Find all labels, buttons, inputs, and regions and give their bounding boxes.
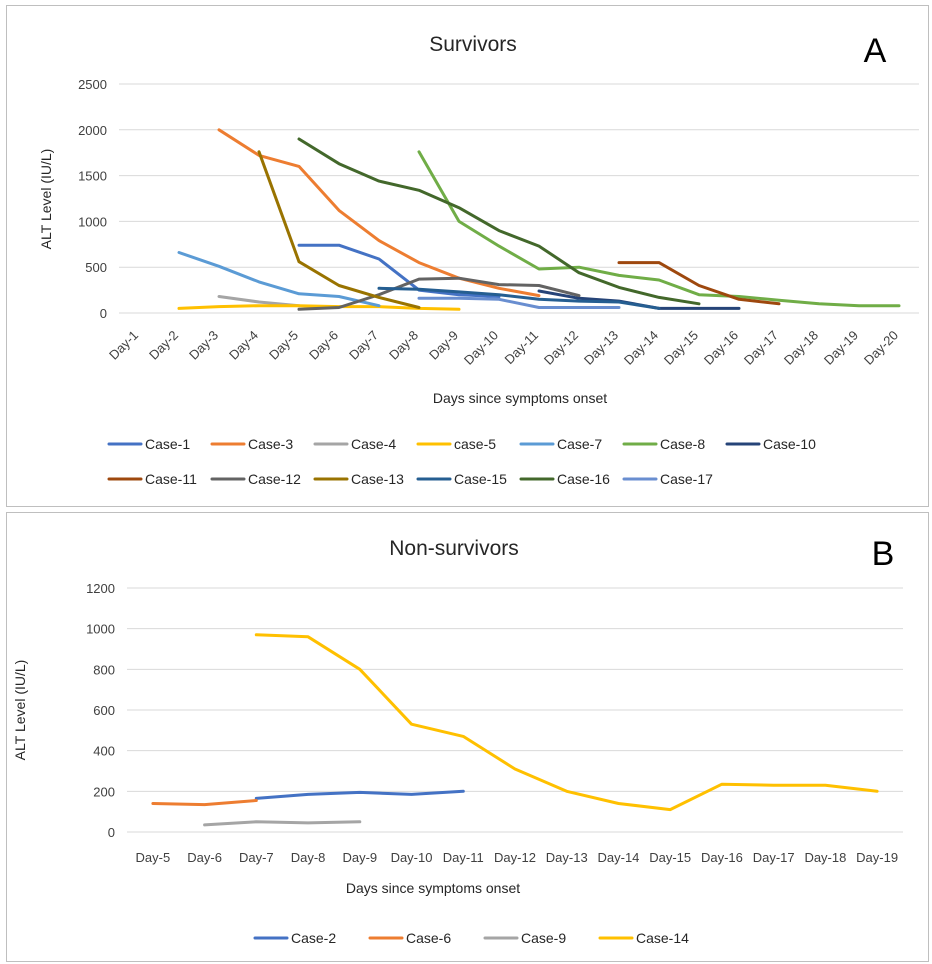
x-tick-label: Day-6 bbox=[187, 850, 222, 865]
series-line-case-2 bbox=[254, 789, 465, 800]
series-line-case-11 bbox=[617, 261, 781, 306]
x-tick-label: Day-5 bbox=[136, 850, 171, 865]
x-tick-label: Day-3 bbox=[186, 328, 221, 363]
x-tick-label: Day-9 bbox=[426, 328, 461, 363]
series-line-case-13 bbox=[257, 150, 421, 309]
x-axis-label: Days since symptoms onset bbox=[433, 390, 607, 406]
x-tick-label: Day-18 bbox=[804, 850, 846, 865]
x-tick-label: Day-2 bbox=[146, 328, 181, 363]
chart-title: Survivors bbox=[429, 33, 517, 56]
y-tick-label: 1000 bbox=[78, 214, 107, 229]
legend-label: Case-17 bbox=[660, 471, 713, 487]
y-tick-label: 400 bbox=[93, 744, 115, 759]
legend-label: Case-3 bbox=[248, 436, 293, 452]
legend-label: Case-15 bbox=[454, 471, 507, 487]
legend-label: Case-2 bbox=[291, 930, 336, 946]
series-line-case-16 bbox=[297, 137, 701, 306]
x-tick-label: Day-16 bbox=[701, 850, 743, 865]
x-tick-label: Day-11 bbox=[443, 850, 484, 865]
legend-label: Case-8 bbox=[660, 436, 705, 452]
legend-label: Case-16 bbox=[557, 471, 610, 487]
x-tick-label: Day-7 bbox=[346, 328, 381, 363]
y-tick-label: 200 bbox=[93, 784, 115, 799]
panel-letter: B bbox=[872, 535, 895, 573]
x-tick-label: Day-12 bbox=[541, 328, 581, 368]
x-tick-label: Day-16 bbox=[701, 328, 741, 368]
x-tick-label: Day-10 bbox=[461, 328, 501, 368]
panel-letter: A bbox=[864, 32, 887, 70]
y-tick-label: 2500 bbox=[78, 77, 107, 92]
x-tick-label: Day-14 bbox=[621, 328, 661, 368]
x-tick-label: Day-15 bbox=[661, 328, 701, 368]
x-tick-label: Day-10 bbox=[391, 850, 433, 865]
legend-label: Case-4 bbox=[351, 436, 396, 452]
series-line-case-1 bbox=[297, 243, 501, 298]
legend-label: Case-1 bbox=[145, 436, 190, 452]
series-line-case-5 bbox=[177, 304, 461, 311]
series-line-case-17 bbox=[417, 296, 621, 309]
y-tick-label: 600 bbox=[93, 703, 115, 718]
x-tick-label: Day-8 bbox=[386, 328, 421, 363]
x-tick-label: Day-7 bbox=[239, 850, 274, 865]
x-tick-label: Day-17 bbox=[753, 850, 795, 865]
series-line-case-12 bbox=[297, 276, 581, 311]
legend-label: Case-13 bbox=[351, 471, 404, 487]
x-tick-label: Day-14 bbox=[598, 850, 640, 865]
y-tick-label: 500 bbox=[85, 260, 107, 275]
chart-panel-b: Non-survivors B 0 200 400 600 800 1000 1200 Day-5… bbox=[6, 512, 929, 962]
x-tick-label: Day-15 bbox=[649, 850, 691, 865]
x-tick-label: Day-19 bbox=[856, 850, 898, 865]
legend-label: case-5 bbox=[454, 436, 496, 452]
series-line-case-14 bbox=[254, 633, 879, 812]
x-tick-label: Day-1 bbox=[106, 328, 141, 363]
y-tick-label: 1500 bbox=[78, 169, 107, 184]
series-line-case-7 bbox=[177, 251, 381, 308]
y-tick-label: 2000 bbox=[78, 123, 107, 138]
non-survivors-chart: Non-survivors B 0 200 400 600 800 1000 1200 Day-5… bbox=[12, 535, 903, 946]
x-tick-label: Day-19 bbox=[821, 328, 861, 368]
legend-label: Case-9 bbox=[521, 930, 566, 946]
x-tick-label: Day-20 bbox=[861, 328, 901, 368]
series-line-case-3 bbox=[217, 128, 541, 298]
y-tick-label: 0 bbox=[108, 825, 115, 840]
x-tick-label: Day-17 bbox=[741, 328, 781, 368]
chart-panel-a: Survivors A 0 500 1000 1500 2000 2500 Day-1 Day-2… bbox=[6, 5, 929, 507]
legend-label: Case-7 bbox=[557, 436, 602, 452]
x-tick-label: Day-5 bbox=[266, 328, 301, 363]
y-axis-label: ALT Level (IU/L) bbox=[38, 149, 54, 250]
series-line-case-9 bbox=[203, 820, 362, 827]
y-tick-label: 1200 bbox=[86, 581, 115, 596]
x-tick-label: Day-9 bbox=[342, 850, 377, 865]
x-tick-label: Day-8 bbox=[291, 850, 326, 865]
x-axis-label: Days since symptoms onset bbox=[346, 880, 520, 896]
x-tick-label: Day-13 bbox=[546, 850, 588, 865]
x-tick-label: Day-18 bbox=[781, 328, 821, 368]
x-tick-label: Day-12 bbox=[494, 850, 536, 865]
series-line-case-6 bbox=[151, 799, 258, 807]
y-axis-label: ALT Level (IU/L) bbox=[12, 660, 28, 761]
y-tick-label: 800 bbox=[93, 662, 115, 677]
x-tick-label: Day-13 bbox=[581, 328, 621, 368]
series-line-case-15 bbox=[377, 286, 661, 310]
series-line-case-8 bbox=[417, 150, 901, 308]
y-tick-label: 0 bbox=[100, 306, 107, 321]
legend-label: Case-11 bbox=[145, 471, 197, 487]
chart-title: Non-survivors bbox=[389, 537, 519, 560]
x-tick-label: Day-4 bbox=[226, 328, 261, 363]
legend-label: Case-10 bbox=[763, 436, 816, 452]
legend-label: Case-14 bbox=[636, 930, 689, 946]
x-tick-label: Day-6 bbox=[306, 328, 341, 363]
legend-label: Case-12 bbox=[248, 471, 301, 487]
y-tick-label: 1000 bbox=[86, 622, 115, 637]
legend-label: Case-6 bbox=[406, 930, 451, 946]
x-tick-label: Day-11 bbox=[502, 328, 542, 368]
